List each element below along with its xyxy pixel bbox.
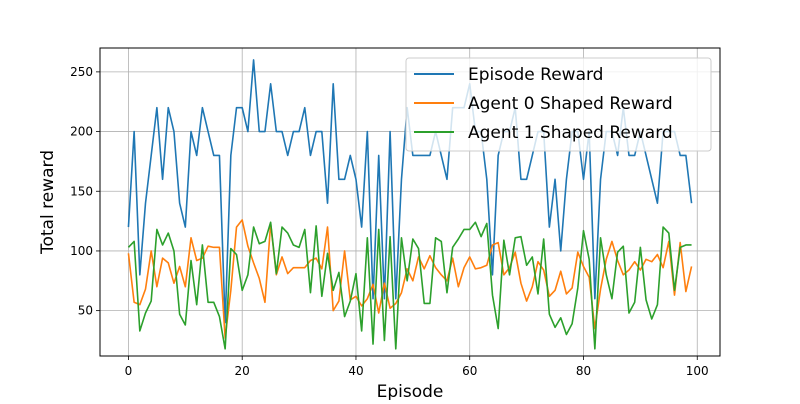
series-line-3: [127, 221, 692, 350]
plot-frame: [99, 47, 721, 357]
y-tick-label: 200: [70, 125, 93, 139]
y-tick-label: 150: [70, 184, 93, 198]
y-tick-label: 250: [70, 65, 93, 79]
legend-box: [405, 57, 712, 152]
legend-label-1: Episode Reward: [468, 65, 603, 85]
axis-ticks: 0 20 40 60 80 100 50 100 150 200 250: [70, 65, 709, 378]
x-tick-label: 0: [125, 364, 133, 378]
y-axis-label: Total reward: [38, 150, 58, 255]
legend: Episode Reward Agent 0 Shaped Reward Agent…: [405, 57, 712, 152]
x-tick-label: 80: [576, 364, 591, 378]
x-axis-label: Episode: [377, 382, 444, 400]
x-tick-label: 20: [235, 364, 250, 378]
x-tick-label: 60: [462, 364, 477, 378]
legend-label-3: Agent 1 Shaped Reward: [468, 123, 673, 143]
y-tick-label: 50: [78, 304, 93, 318]
x-tick-label: 100: [686, 364, 709, 378]
legend-label-2: Agent 0 Shaped Reward: [468, 94, 673, 114]
x-tick-label: 40: [348, 364, 363, 378]
y-tick-label: 100: [70, 244, 93, 258]
